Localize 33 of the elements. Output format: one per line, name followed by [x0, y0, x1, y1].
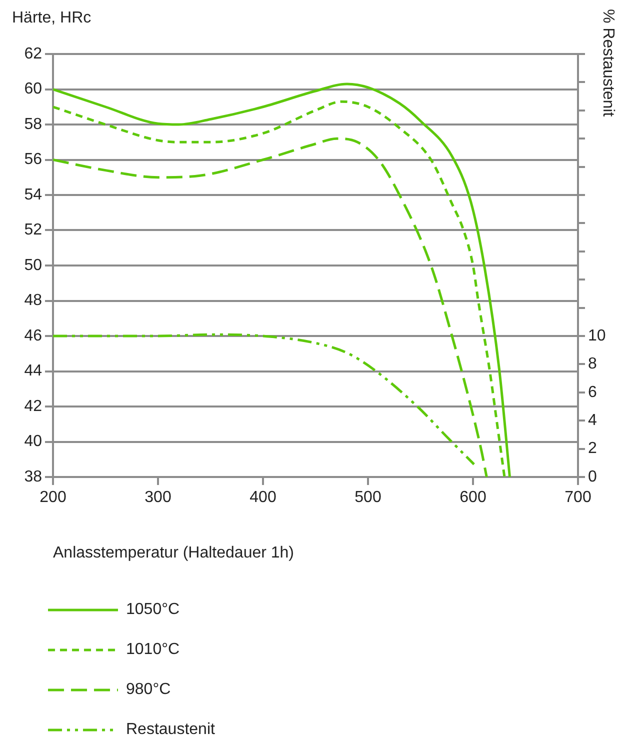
y2-tick-label: 4	[588, 412, 597, 430]
y-tick-label: 42	[24, 398, 42, 415]
y2-tick-label: 8	[588, 356, 597, 373]
legend-label: 1050°C	[126, 601, 180, 619]
y2-tick-label: 2	[588, 440, 597, 458]
x-axis-title: Anlasstemperatur (Haltedauer 1h)	[53, 544, 294, 562]
x-tick-label: 300	[144, 489, 172, 506]
legend-label: 1010°C	[126, 641, 180, 659]
y-tick-label: 54	[24, 186, 42, 204]
y-tick-label: 40	[24, 433, 42, 450]
y2-tick-label: 0	[588, 468, 597, 486]
y-tick-label: 60	[24, 80, 42, 98]
y-tick-label: 58	[24, 116, 42, 133]
x-tick-label: 500	[354, 489, 382, 506]
y-axis-title: Härte, HRc	[12, 9, 92, 26]
y-tick-label: 56	[24, 151, 42, 168]
line-series	[53, 333, 476, 466]
x-tick-label: 400	[250, 489, 276, 506]
x-tick-label: 600	[460, 489, 486, 506]
y-tick-label: 52	[24, 222, 42, 239]
legend-label: 980°C	[126, 681, 171, 699]
x-tick-label: 200	[40, 489, 66, 506]
y-tick-label: 62	[24, 45, 42, 62]
x-tick-label: 700	[564, 489, 592, 506]
y-tick-label: 38	[24, 468, 42, 486]
y-tick-label: 50	[24, 256, 42, 274]
y-tick-label: 48	[24, 292, 42, 310]
y2-tick-label: 10	[588, 327, 606, 344]
y-tick-label: 44	[24, 362, 42, 380]
y-tick-label: 46	[24, 327, 42, 344]
legend-label: Restaustenit	[126, 721, 215, 739]
y2-tick-label: 6	[588, 384, 597, 401]
y2-axis-title: % Restaustenit	[600, 9, 617, 118]
